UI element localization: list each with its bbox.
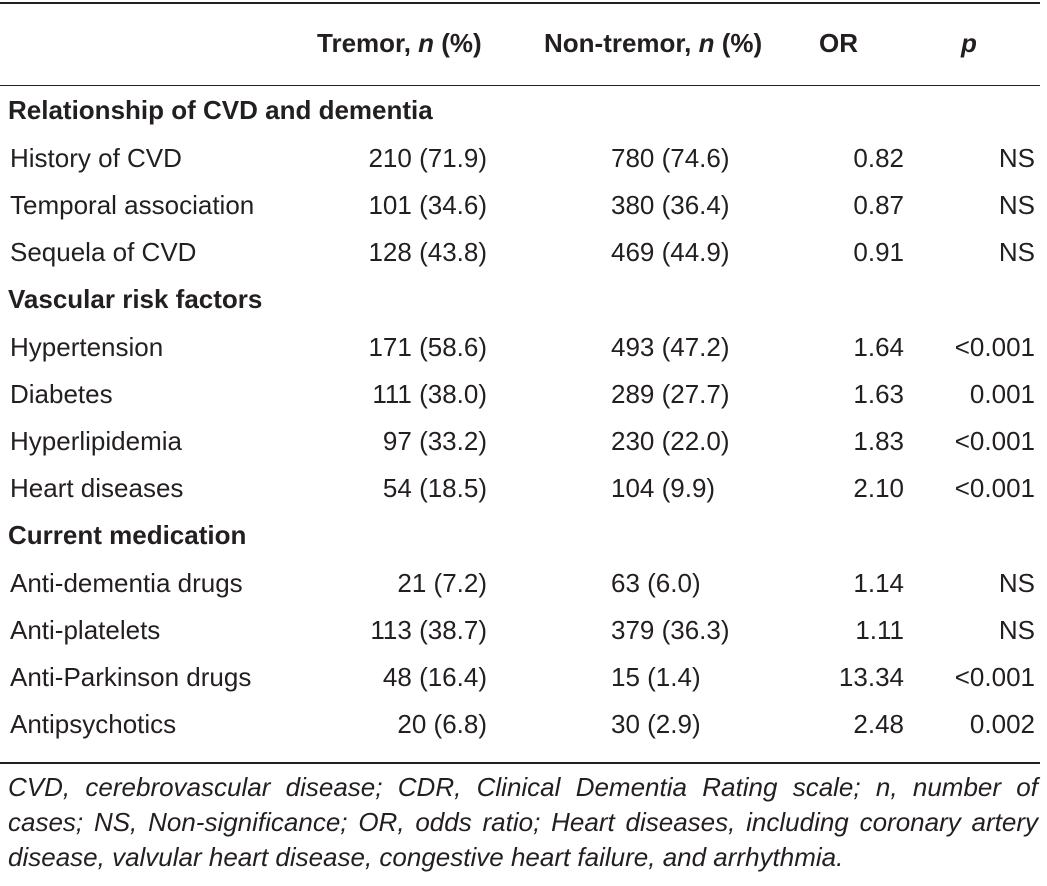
section-header: Current medication [0, 511, 1040, 559]
nontremor-value: 230 (22.0) [611, 425, 730, 456]
header-nontremor: Non-tremor, n (%) [544, 28, 763, 58]
row-label: Hyperlipidemia [10, 425, 182, 456]
table-row: Anti-platelets 113 (38.7) 379 (36.3) 1.11 NS [0, 606, 1040, 653]
p-value: NS [998, 614, 1035, 645]
nontremor-value: 379 (36.3) [611, 614, 730, 645]
or-value: 0.91 [853, 236, 904, 267]
p-value: 0.002 [969, 708, 1035, 739]
nontremor-value: 469 (44.9) [611, 236, 730, 267]
or-value: 2.48 [853, 708, 904, 739]
p-value: <0.001 [954, 425, 1035, 456]
nontremor-value: 380 (36.4) [611, 189, 730, 220]
nontremor-value: 15 (1.4) [611, 661, 701, 692]
table-row: Heart diseases 54 (18.5) 104 (9.9) 2.10 <0.0… [0, 464, 1040, 511]
tremor-value: 128 (43.8) [368, 236, 487, 267]
tremor-value: 97 (33.2) [382, 425, 487, 456]
header-tremor: Tremor, n (%) [317, 28, 482, 58]
nontremor-value: 780 (74.6) [611, 142, 730, 173]
bottom-rule [0, 762, 1040, 764]
table-row: Temporal association 101 (34.6) 380 (36.4)… [0, 181, 1040, 228]
nontremor-value: 104 (9.9) [611, 472, 716, 503]
top-rule [0, 2, 1040, 4]
tremor-value: 54 (18.5) [382, 472, 487, 503]
p-value: <0.001 [954, 472, 1035, 503]
p-value: NS [998, 142, 1035, 173]
table-footnote: CVD, cerebrovascular disease; CDR, Clini… [8, 772, 1038, 872]
row-label: Anti-Parkinson drugs [10, 661, 252, 692]
row-label: Sequela of CVD [10, 236, 197, 267]
p-value: <0.001 [954, 661, 1035, 692]
tremor-value: 21 (7.2) [397, 567, 487, 598]
section-title: Vascular risk factors [8, 284, 263, 314]
or-value: 0.87 [853, 189, 904, 220]
header-rule [0, 85, 1040, 86]
table-row: Diabetes 111 (38.0) 289 (27.7) 1.63 0.001 [0, 370, 1040, 417]
section-title: Relationship of CVD and dementia [8, 95, 433, 125]
table-row: Anti-dementia drugs 21 (7.2) 63 (6.0) 1.14 N… [0, 559, 1040, 606]
row-label: Anti-platelets [10, 614, 161, 645]
row-label: Diabetes [10, 378, 113, 409]
header-row: Tremor, n (%) Non-tremor, n (%) OR p [0, 0, 1040, 86]
header-or: OR [819, 28, 858, 58]
table-row: Antipsychotics 20 (6.8) 30 (2.9) 2.48 0.002 [0, 700, 1040, 747]
p-value: NS [998, 236, 1035, 267]
header-empty [0, 0, 317, 86]
section-header: Relationship of CVD and dementia [0, 86, 1040, 134]
nontremor-value: 30 (2.9) [611, 708, 701, 739]
p-value: NS [998, 189, 1035, 220]
tremor-value: 111 (38.0) [372, 378, 487, 409]
or-value: 1.63 [853, 378, 904, 409]
or-value: 0.82 [853, 142, 904, 173]
tremor-value: 101 (34.6) [368, 189, 487, 220]
p-value: NS [998, 567, 1035, 598]
data-table: Tremor, n (%) Non-tremor, n (%) OR p Rel… [0, 0, 1040, 747]
row-label: Hypertension [10, 331, 164, 362]
or-value: 13.34 [838, 661, 904, 692]
table-row: Sequela of CVD 128 (43.8) 469 (44.9) 0.91 NS [0, 228, 1040, 275]
nontremor-value: 493 (47.2) [611, 331, 730, 362]
or-value: 1.14 [853, 567, 904, 598]
section-header: Vascular risk factors [0, 275, 1040, 323]
section-title: Current medication [8, 520, 247, 550]
row-label: Antipsychotics [10, 708, 177, 739]
row-label: Heart diseases [10, 472, 184, 503]
row-label: History of CVD [10, 142, 182, 173]
p-value: <0.001 [954, 331, 1035, 362]
tremor-value: 20 (6.8) [397, 708, 487, 739]
table-body: Relationship of CVD and dementia History … [0, 86, 1040, 747]
tremor-value: 113 (38.7) [370, 614, 487, 645]
table-row: History of CVD 210 (71.9) 780 (74.6) 0.82 NS [0, 134, 1040, 181]
or-value: 2.10 [853, 472, 904, 503]
p-value: 0.001 [969, 378, 1035, 409]
tremor-value: 171 (58.6) [368, 331, 487, 362]
table-row: Anti-Parkinson drugs 48 (16.4) 15 (1.4) 13.… [0, 653, 1040, 700]
header-p: p [961, 28, 977, 58]
row-label: Anti-dementia drugs [10, 567, 243, 598]
nontremor-value: 63 (6.0) [611, 567, 701, 598]
table-row: Hypertension 171 (58.6) 493 (47.2) 1.64 <0.0… [0, 323, 1040, 370]
tremor-value: 48 (16.4) [382, 661, 487, 692]
or-value: 1.11 [855, 614, 904, 645]
or-value: 1.83 [853, 425, 904, 456]
row-label: Temporal association [10, 189, 255, 220]
or-value: 1.64 [853, 331, 904, 362]
tremor-value: 210 (71.9) [368, 142, 487, 173]
nontremor-value: 289 (27.7) [611, 378, 730, 409]
table-row: Hyperlipidemia 97 (33.2) 230 (22.0) 1.83 <0.… [0, 417, 1040, 464]
